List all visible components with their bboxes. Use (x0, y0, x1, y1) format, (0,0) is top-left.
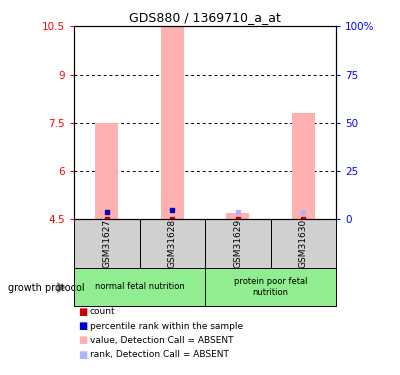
Bar (74, 219, 140, 268)
Bar (161, 26, 184, 219)
Bar (140, 219, 205, 268)
Text: GSM31630: GSM31630 (299, 219, 308, 268)
Text: ■: ■ (78, 307, 87, 317)
Text: GSM31628: GSM31628 (168, 219, 177, 268)
Text: percentile rank within the sample: percentile rank within the sample (90, 322, 243, 331)
Title: GDS880 / 1369710_a_at: GDS880 / 1369710_a_at (129, 11, 281, 24)
Text: ■: ■ (78, 321, 87, 331)
Text: ■: ■ (78, 350, 87, 360)
Text: growth protocol: growth protocol (8, 283, 85, 292)
Bar (205, 219, 270, 268)
Bar (270, 219, 336, 268)
Bar (205, 268, 336, 306)
Text: ■: ■ (78, 336, 87, 345)
Text: value, Detection Call = ABSENT: value, Detection Call = ABSENT (90, 336, 234, 345)
Bar (74, 268, 205, 306)
Bar (95, 123, 118, 219)
Text: GSM31627: GSM31627 (102, 219, 111, 268)
Bar (292, 113, 315, 219)
Text: normal fetal nutrition: normal fetal nutrition (95, 282, 184, 291)
Text: protein poor fetal
nutrition: protein poor fetal nutrition (234, 277, 307, 297)
Text: count: count (90, 308, 116, 316)
Bar (226, 213, 249, 219)
Text: rank, Detection Call = ABSENT: rank, Detection Call = ABSENT (90, 350, 229, 359)
Text: GSM31629: GSM31629 (233, 219, 242, 268)
